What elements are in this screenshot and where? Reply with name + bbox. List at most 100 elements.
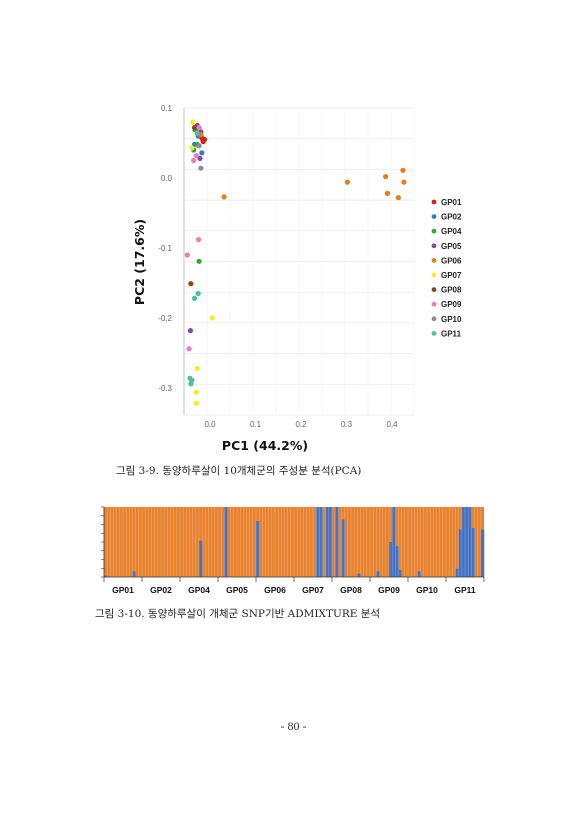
legend-label-gp04: GP04 bbox=[441, 227, 462, 236]
admixture-bar-cluster2 bbox=[465, 507, 469, 577]
data-point-gp09 bbox=[191, 157, 197, 164]
group-label-gp02: GP02 bbox=[150, 585, 172, 595]
admixture-bar-cluster2 bbox=[480, 529, 485, 577]
data-point-gp09 bbox=[184, 252, 190, 258]
legend-marker-gp05 bbox=[431, 243, 437, 249]
data-point-gp01 bbox=[200, 139, 206, 145]
data-point-gp07 bbox=[189, 145, 195, 151]
y-tick-label: -0.3 bbox=[158, 384, 172, 393]
legend-label-gp09: GP09 bbox=[441, 300, 462, 309]
group-label-gp09: GP09 bbox=[378, 585, 400, 595]
data-point-gp06 bbox=[384, 190, 391, 196]
y-axis-title: PC2 (17.6%) bbox=[132, 219, 147, 305]
admixture-bar-cluster2 bbox=[104, 575, 108, 577]
admixture-bar-cluster2 bbox=[395, 546, 399, 577]
x-axis-title: PC1 (44.2%) bbox=[222, 438, 308, 453]
legend-marker-gp11 bbox=[431, 331, 437, 336]
admixture-bar-chart: GP01 GP02 GP04 GP05 GP06 GP07 GP08 GP09 GP10 GP11 bbox=[101, 506, 485, 595]
legend-marker-gp04 bbox=[431, 228, 437, 234]
group-label-gp08: GP08 bbox=[340, 585, 362, 595]
admixture-bar-cluster2 bbox=[468, 507, 472, 577]
y-tick-label: 0.0 bbox=[161, 174, 173, 183]
admixture-bar-cluster2 bbox=[335, 507, 339, 577]
legend-label-gp01: GP01 bbox=[441, 198, 462, 207]
page-number: - 80 - bbox=[280, 719, 307, 733]
y-tick-label: 0.1 bbox=[161, 104, 173, 113]
admixture-bar-cluster2 bbox=[316, 507, 320, 577]
x-tick-label: 0.3 bbox=[341, 420, 353, 429]
group-label-gp04: GP04 bbox=[188, 585, 210, 595]
admixture-bar-cluster2 bbox=[471, 528, 475, 577]
data-point-gp07 bbox=[209, 315, 215, 321]
data-point-gp07 bbox=[193, 389, 199, 395]
legend-marker-gp02 bbox=[431, 214, 437, 220]
legend-label-gp05: GP05 bbox=[441, 242, 462, 251]
legend-label-gp02: GP02 bbox=[441, 213, 462, 222]
admixture-bar-cluster2 bbox=[392, 507, 396, 577]
legend-label-gp07: GP07 bbox=[441, 271, 462, 280]
group-label-gp05: GP05 bbox=[226, 585, 248, 595]
data-point-gp06 bbox=[383, 174, 389, 180]
admixture-bar-cluster2 bbox=[132, 571, 136, 577]
data-point-gp06 bbox=[221, 194, 227, 200]
data-point-gp08 bbox=[188, 281, 194, 287]
data-point-gp07 bbox=[193, 400, 199, 406]
admixture-bar-cluster2 bbox=[417, 571, 421, 577]
data-point-gp09 bbox=[196, 237, 202, 243]
figure-3-10-caption: 그림 3-10. 동양하루살이 개체군 SNP기반 ADMIXTURE 분석 bbox=[95, 608, 381, 620]
admixture-bar-cluster2 bbox=[389, 542, 393, 577]
data-point-gp10 bbox=[198, 165, 204, 171]
data-point-gp11 bbox=[194, 130, 200, 136]
admixture-bar-cluster2 bbox=[325, 507, 330, 577]
admixture-bar-cluster2 bbox=[357, 573, 361, 577]
admixture-bar-cluster2 bbox=[256, 521, 260, 577]
admixture-bar-cluster2 bbox=[328, 507, 333, 577]
data-point-gp05 bbox=[187, 328, 194, 334]
x-tick-label: 0.0 bbox=[204, 420, 216, 429]
x-tick-label: 0.2 bbox=[295, 420, 307, 429]
figure-3-9-caption: 그림 3-9. 동양하루살이 10개체군의 주성분 분석(PCA) bbox=[116, 465, 362, 477]
legend-label-gp11: GP11 bbox=[441, 329, 462, 338]
data-point-gp07 bbox=[194, 365, 200, 371]
data-point-gp07 bbox=[190, 119, 196, 125]
data-point-gp09 bbox=[186, 346, 192, 352]
legend-label-gp06: GP06 bbox=[441, 256, 462, 265]
legend-marker-gp10 bbox=[431, 316, 437, 322]
data-point-gp06 bbox=[400, 167, 406, 173]
data-point-gp11 bbox=[195, 290, 201, 297]
legend-marker-gp06 bbox=[431, 258, 437, 263]
y-tick-label: -0.1 bbox=[158, 244, 172, 253]
legend-marker-gp07 bbox=[431, 272, 437, 278]
group-label-gp06: GP06 bbox=[264, 585, 286, 595]
data-point-gp04 bbox=[196, 258, 202, 264]
data-point-gp09 bbox=[193, 153, 199, 159]
data-point-gp11 bbox=[191, 295, 198, 301]
group-label-gp10: GP10 bbox=[416, 585, 438, 595]
group-label-gp11: GP11 bbox=[454, 585, 476, 595]
admixture-bar-cluster2 bbox=[341, 519, 345, 577]
data-point-gp02 bbox=[199, 150, 205, 156]
y-tick-label: -0.2 bbox=[158, 314, 172, 323]
x-tick-label: 0.1 bbox=[250, 420, 262, 429]
data-point-gp06 bbox=[395, 195, 401, 201]
legend-label-gp08: GP08 bbox=[441, 286, 462, 295]
group-label-gp01: GP01 bbox=[112, 585, 134, 595]
admixture-bar-cluster2 bbox=[199, 540, 203, 577]
pca-scatter-chart: 0.0 0.1 0.2 0.3 0.4 0.1 0.0 -0.1 -0.2 -0.3 PC1 (44… bbox=[132, 104, 462, 453]
data-point-gp08 bbox=[191, 125, 198, 131]
legend-marker-gp01 bbox=[431, 199, 437, 205]
legend-marker-gp08 bbox=[431, 287, 437, 292]
data-point-gp09 bbox=[196, 125, 202, 131]
data-point-gp06 bbox=[401, 179, 407, 185]
x-tick-label: 0.4 bbox=[386, 420, 398, 429]
admixture-bar-cluster2 bbox=[461, 507, 466, 577]
data-point-gp10 bbox=[196, 143, 202, 149]
admixture-bar-cluster2 bbox=[455, 568, 459, 577]
data-point-gp11 bbox=[189, 377, 195, 383]
data-point-gp05 bbox=[197, 155, 203, 161]
admixture-bar-cluster2 bbox=[398, 570, 402, 577]
legend-marker-gp09 bbox=[431, 301, 437, 307]
admixture-bar-cluster2 bbox=[458, 529, 463, 577]
admixture-bar-cluster2 bbox=[376, 571, 380, 577]
data-point-gp06 bbox=[344, 179, 351, 185]
